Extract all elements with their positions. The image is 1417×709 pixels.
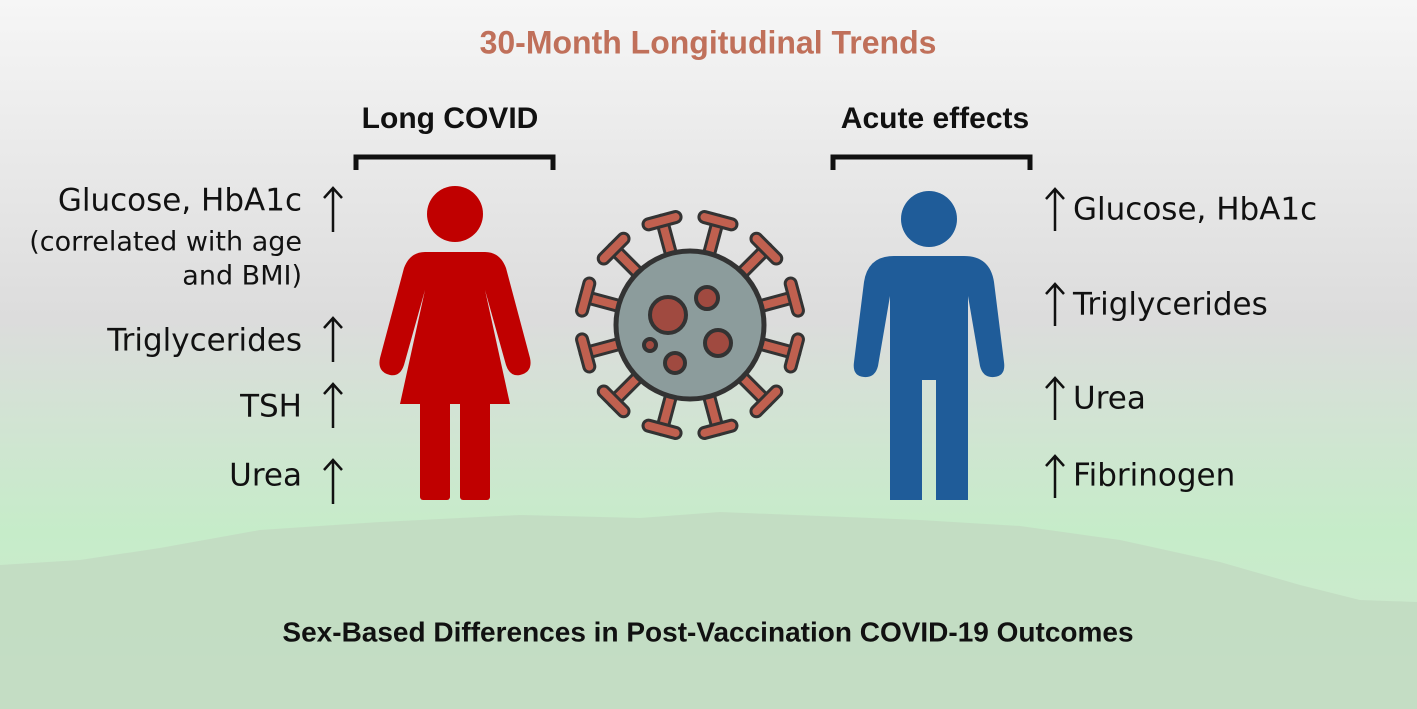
item: Triglycerides: [106, 323, 302, 359]
up-arrow: [1045, 454, 1065, 498]
virus-part: [642, 337, 658, 353]
bracket: [353, 154, 556, 170]
up-arrow: [323, 458, 343, 504]
virus-part: [752, 234, 781, 263]
right-arrows: [1045, 187, 1065, 498]
item: Glucose, HbA1c: [1073, 192, 1317, 228]
item: Glucose, HbA1c: [58, 183, 302, 219]
virus-part: [613, 248, 767, 402]
up-arrow: [323, 316, 343, 362]
virus-part: [786, 335, 802, 371]
virus-part: [648, 295, 688, 335]
up-arrow: [1045, 187, 1065, 231]
footer: Sex-Based Differences in Post-Vaccinatio…: [282, 616, 1133, 647]
virus-part: [578, 279, 594, 315]
virus-part: [663, 351, 687, 375]
bracket: [830, 154, 1033, 170]
virus-part: [694, 285, 720, 311]
female-figure: [379, 186, 531, 500]
virus-part: [700, 213, 736, 229]
left-arrows: [323, 186, 343, 504]
virus-icon: [575, 210, 805, 440]
up-arrow: [1045, 282, 1065, 326]
virus-part: [752, 387, 781, 416]
item: Triglycerides: [1072, 287, 1268, 323]
right-heading: Acute effects: [841, 102, 1029, 135]
item-note: and BMI): [182, 261, 302, 292]
virus-part: [644, 213, 680, 229]
item: TSH: [239, 389, 302, 425]
up-arrow: [1045, 376, 1065, 420]
virus-part: [599, 234, 628, 263]
virus-part: [644, 421, 680, 437]
virus-part: [700, 421, 736, 437]
left-list: Glucose, HbA1c (correlated with age and …: [29, 183, 302, 494]
up-arrow: [323, 382, 343, 428]
title: 30-Month Longitudinal Trends: [480, 24, 937, 60]
item: Urea: [229, 458, 302, 494]
left-heading: Long COVID: [362, 102, 539, 135]
virus-part: [703, 328, 733, 358]
virus-part: [599, 387, 628, 416]
up-arrow: [323, 186, 343, 232]
hill: [0, 512, 1417, 709]
virus-part: [578, 335, 594, 371]
item: Urea: [1073, 381, 1146, 417]
item-note: (correlated with age: [29, 227, 302, 258]
virus-part: [786, 279, 802, 315]
item: Fibrinogen: [1073, 458, 1235, 494]
male-figure: [853, 191, 1005, 500]
right-list: Glucose, HbA1c Triglycerides Urea Fibrin…: [1072, 192, 1317, 494]
